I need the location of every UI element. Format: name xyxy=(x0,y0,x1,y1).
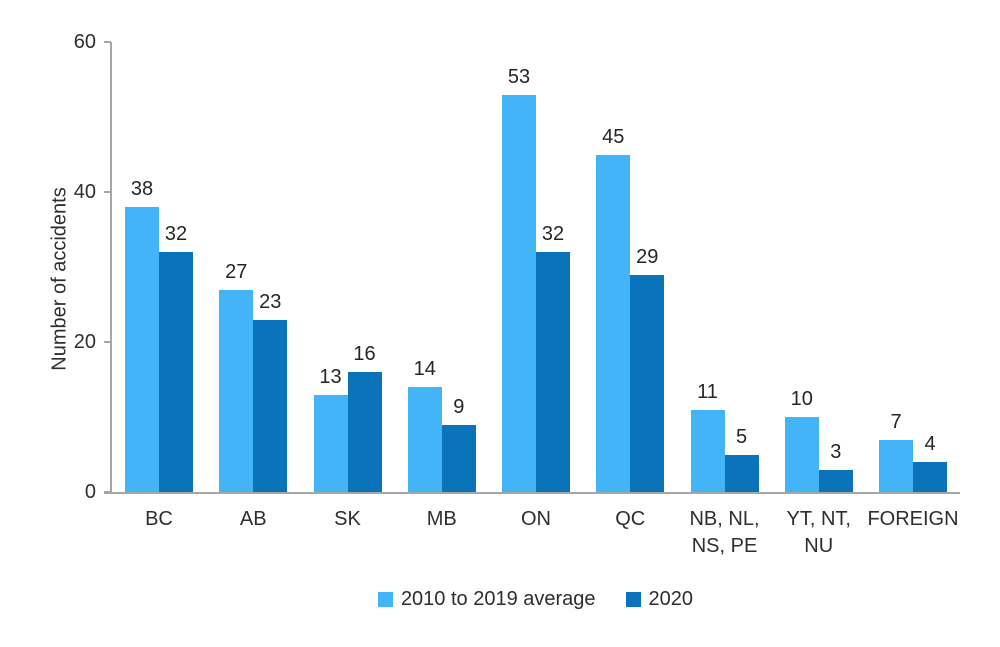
x-category-label: ON xyxy=(484,506,588,533)
bar-2020 xyxy=(630,274,665,492)
bar-value-label: 32 xyxy=(541,223,565,245)
bar-value-label: 45 xyxy=(602,125,625,148)
x-category-label: FOREIGN xyxy=(861,506,965,533)
x-category-label-line: NB, NL, xyxy=(689,508,760,530)
y-tick-mark xyxy=(104,41,111,43)
bar-2010-to-2019-average xyxy=(879,439,913,492)
legend-label: 2020 xyxy=(648,588,694,610)
bar-2020 xyxy=(347,372,382,492)
y-tick-label: 40 xyxy=(73,181,96,203)
x-category-label: QC xyxy=(578,506,682,533)
legend-item: 2020 xyxy=(625,588,694,611)
bar-2020 xyxy=(724,454,759,492)
x-category-label-line: BC xyxy=(145,508,173,530)
bar-value-label: 9 xyxy=(453,395,465,418)
bar-2020 xyxy=(818,469,853,492)
bar-2020 xyxy=(253,319,288,492)
x-category-label-line: AB xyxy=(239,508,267,530)
bar-value-label: 13 xyxy=(319,365,342,388)
legend-item: 2010 to 2019 average xyxy=(377,588,596,611)
x-category-label-line: YT, NT, xyxy=(786,508,851,530)
legend-label: 2010 to 2019 average xyxy=(400,588,596,610)
bar-2010-to-2019-average xyxy=(219,289,254,492)
x-category-label: BC xyxy=(107,506,211,533)
bar-2020 xyxy=(536,252,570,492)
bar-2010-to-2019-average xyxy=(690,409,725,492)
bar-value-label: 27 xyxy=(225,260,248,283)
bar-value-label: 10 xyxy=(790,388,813,410)
bar-value-label: 3 xyxy=(830,440,842,463)
y-tick-label: 20 xyxy=(73,331,96,353)
bar-2010-to-2019-average xyxy=(784,417,819,492)
y-tick-label: 60 xyxy=(73,31,96,53)
bar-value-label: 38 xyxy=(130,178,154,200)
legend-swatch xyxy=(377,592,393,607)
legend: 2010 to 2019 average 2020 xyxy=(111,588,960,611)
bar-2020 xyxy=(159,252,193,492)
x-category-label: MB xyxy=(390,506,494,533)
bar-2010-to-2019-average xyxy=(596,154,631,492)
x-category-label-line: ON xyxy=(521,508,551,530)
x-category-label: YT, NT, NU xyxy=(767,506,871,560)
bar-2010-to-2019-average xyxy=(313,394,348,492)
bar-value-label: 32 xyxy=(164,223,188,245)
y-tick-label: 0 xyxy=(84,481,96,503)
x-category-label-line: QC xyxy=(615,508,646,530)
x-category-label-line: NS, PE xyxy=(691,535,758,557)
y-axis-line xyxy=(110,42,112,492)
bar-2010-to-2019-average xyxy=(502,94,536,492)
x-category-label-line: FOREIGN xyxy=(867,508,959,530)
bar-2020 xyxy=(441,424,476,492)
x-category-label: SK xyxy=(296,506,400,533)
bar-2020 xyxy=(913,462,947,492)
x-category-label-line: NU xyxy=(804,535,834,557)
bar-2010-to-2019-average xyxy=(407,387,442,492)
bar-2010-to-2019-average xyxy=(125,207,159,492)
bar-value-label: 23 xyxy=(259,290,282,313)
x-category-label: AB xyxy=(201,506,305,533)
bar-value-label: 7 xyxy=(890,410,902,433)
x-category-label: NB, NL, NS, PE xyxy=(673,506,777,560)
x-category-label-line: SK xyxy=(334,508,361,530)
bar-value-label: 29 xyxy=(636,245,659,268)
y-tick-mark xyxy=(104,341,111,343)
bar-value-label: 11 xyxy=(697,380,718,403)
legend-swatch xyxy=(625,592,641,607)
bar-value-label: 5 xyxy=(735,425,748,448)
bar-value-label: 14 xyxy=(413,358,436,380)
bar-value-label: 53 xyxy=(507,65,531,88)
y-tick-mark xyxy=(104,491,111,493)
bar-value-label: 4 xyxy=(924,433,936,455)
x-category-label-line: MB xyxy=(426,508,457,530)
y-tick-mark xyxy=(104,191,111,193)
x-axis-line xyxy=(104,492,960,494)
bar-value-label: 16 xyxy=(353,343,376,365)
